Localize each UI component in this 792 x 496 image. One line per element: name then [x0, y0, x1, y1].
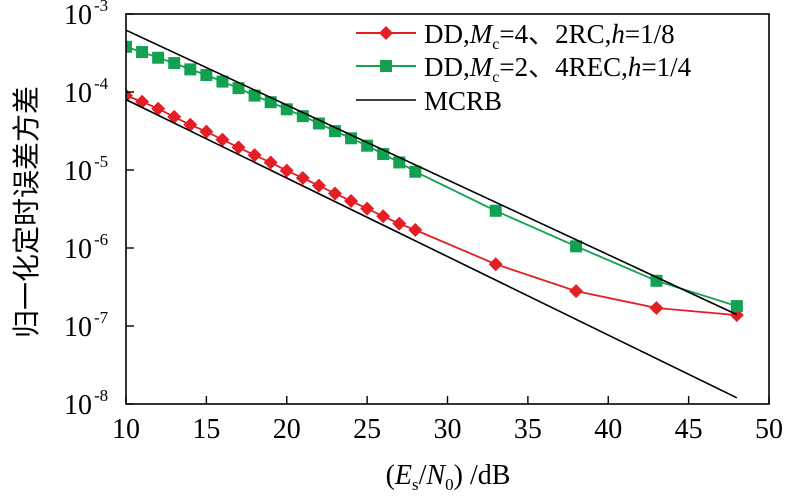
x-tick-label-30: 30: [434, 414, 462, 445]
diamond-marker: [183, 117, 198, 132]
y-axis-tick-labels: 10-310-410-510-610-710-8: [64, 0, 109, 421]
y-tick-label--3: 10: [64, 0, 92, 31]
diamond-marker: [151, 101, 166, 116]
y-tick-exponent--6: -6: [94, 230, 108, 249]
square-marker: [312, 117, 325, 130]
y-tick-label--6: 10: [64, 234, 92, 265]
series-1: [126, 40, 743, 313]
y-tick-label--7: 10: [64, 312, 92, 343]
y-tick-exponent--5: -5: [94, 152, 108, 171]
series-layer: [126, 29, 744, 399]
diamond-marker: [360, 201, 375, 216]
y-tick-label--8: 10: [64, 390, 92, 421]
ticks-layer: [125, 13, 770, 405]
square-marker: [184, 63, 197, 76]
diamond-marker: [199, 124, 214, 139]
series-2: [126, 29, 738, 399]
legend-item-mcrb: MCRB: [356, 86, 502, 116]
square-marker: [248, 89, 261, 102]
x-tick-label-15: 15: [192, 414, 220, 445]
square-marker: [152, 51, 165, 64]
legend-item-dd-mc2: DD,Mc=2、4REC,h=1/4: [356, 52, 692, 86]
square-marker: [570, 240, 583, 253]
diamond-marker: [392, 216, 407, 231]
series-0: [126, 88, 744, 323]
square-marker: [136, 46, 149, 59]
diamond-marker: [231, 140, 246, 155]
square-marker: [232, 82, 245, 95]
legend-label-dd-mc4: DD,Mc=4、2RC,h=1/8: [424, 19, 675, 53]
x-tick-label-45: 45: [675, 414, 703, 445]
x-tick-label-10: 10: [112, 414, 140, 445]
diamond-marker: [311, 178, 326, 193]
legend-label-mcrb: MCRB: [424, 86, 502, 116]
diamond-marker: [215, 132, 230, 147]
diamond-marker: [569, 284, 584, 299]
legend-label-dd-mc2: DD,Mc=2、4REC,h=1/4: [424, 52, 692, 86]
y-tick-label--4: 10: [64, 78, 92, 109]
diamond-marker: [167, 109, 182, 124]
y-tick-exponent--4: -4: [94, 74, 109, 93]
x-tick-label-35: 35: [514, 414, 542, 445]
series-line-0: [126, 94, 737, 316]
x-axis-title: (Es/N0) /dB: [386, 460, 511, 494]
square-marker: [489, 204, 502, 217]
square-marker: [126, 40, 132, 53]
x-tick-label-25: 25: [353, 414, 381, 445]
diamond-marker: [488, 257, 503, 272]
square-marker: [168, 57, 181, 70]
y-axis-title: 归一化定时误差方差: [11, 86, 43, 338]
diamond-marker: [263, 155, 278, 170]
mcrb-line-1: [126, 98, 738, 399]
square-marker: [361, 139, 374, 152]
diamond-marker: [247, 148, 262, 163]
legend: DD,Mc=4、2RC,h=1/8 DD,Mc=2、4REC,h=1/4 MCR…: [356, 19, 692, 116]
square-marker: [409, 165, 422, 178]
diamond-marker: [295, 170, 310, 185]
x-tick-label-20: 20: [273, 414, 301, 445]
y-tick-exponent--7: -7: [94, 308, 109, 327]
x-axis-tick-labels: 10 15 20 25 30 35 40 45 50: [112, 414, 783, 445]
y-tick-exponent--3: -3: [94, 0, 108, 15]
y-tick-label--5: 10: [64, 156, 92, 187]
x-tick-label-40: 40: [594, 414, 622, 445]
y-tick-exponent--8: -8: [94, 386, 108, 405]
square-marker: [730, 300, 743, 313]
mcrb-line-0: [126, 29, 738, 316]
legend-item-dd-mc4: DD,Mc=4、2RC,h=1/8: [356, 19, 675, 53]
square-marker: [345, 132, 358, 145]
diamond-marker: [279, 163, 294, 178]
square-marker: [200, 69, 213, 82]
square-marker: [216, 75, 229, 88]
diamond-marker: [408, 223, 423, 238]
diamond-marker: [344, 194, 359, 209]
x-tick-label-50: 50: [755, 414, 783, 445]
diamond-marker: [649, 301, 664, 316]
legend-marker-square: [380, 60, 392, 72]
diamond-marker: [376, 209, 391, 224]
legend-marker-diamond: [379, 26, 393, 40]
diamond-marker: [327, 186, 342, 201]
